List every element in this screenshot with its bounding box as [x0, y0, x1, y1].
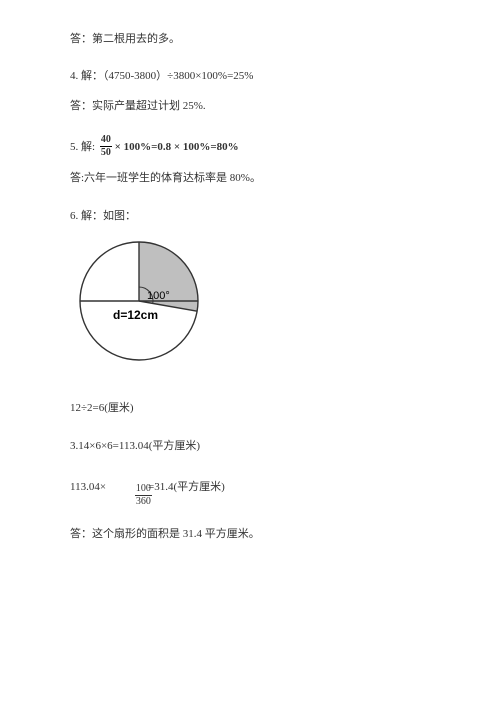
fraction-100-360: 100 360	[135, 484, 152, 507]
text: 答：这个扇形的面积是 31.4 平方厘米。	[70, 528, 260, 540]
text-a: 113.04×	[70, 480, 106, 495]
denominator: 360	[135, 496, 152, 507]
problem-4-solution: 4. 解：（4750-3800）÷3800×100%=25%	[70, 69, 430, 84]
text-b: =31.4(平方厘米)	[148, 480, 225, 495]
problem-6-header: 6. 解：如图：	[70, 209, 430, 224]
calc-line-1: 12÷2=6(厘米)	[70, 401, 430, 416]
numerator: 100	[135, 484, 152, 496]
text: 答:六年一班学生的体育达标率是 80%。	[70, 172, 261, 184]
answer-line-1: 答：第二根用去的多。	[70, 32, 430, 47]
circle-svg: 100° d=12cm	[64, 238, 216, 378]
svg-text:d=12cm: d=12cm	[113, 308, 158, 322]
numerator: 40	[100, 135, 112, 147]
calc-line-2: 3.14×6×6=113.04(平方厘米)	[70, 439, 430, 454]
problem-4-answer: 答：实际产量超过计划 25%.	[70, 99, 430, 114]
text: 4. 解：（4750-3800）÷3800×100%=25%	[70, 70, 253, 82]
text: 6. 解：如图：	[70, 210, 136, 222]
text: 12÷2=6(厘米)	[70, 402, 134, 414]
prefix: 5. 解:	[70, 141, 95, 153]
calc-line-3: 113.04× =31.4(平方厘米) 100 360	[70, 476, 430, 499]
text: 答：第二根用去的多。	[70, 33, 180, 45]
circle-diagram: 100° d=12cm	[64, 238, 430, 383]
problem-5-answer: 答:六年一班学生的体育达标率是 80%。	[70, 171, 430, 186]
denominator: 50	[100, 147, 112, 158]
problem-6-answer: 答：这个扇形的面积是 31.4 平方厘米。	[70, 527, 430, 542]
svg-text:100°: 100°	[147, 290, 170, 302]
text: 答：实际产量超过计划 25%.	[70, 100, 206, 112]
rest: × 100%=0.8 × 100%=80%	[115, 141, 239, 153]
text: 3.14×6×6=113.04(平方厘米)	[70, 440, 200, 452]
problem-5-solution: 5. 解: 40 50 × 100%=0.8 × 100%=80%	[70, 136, 430, 159]
fraction-40-50: 40 50	[100, 135, 112, 158]
